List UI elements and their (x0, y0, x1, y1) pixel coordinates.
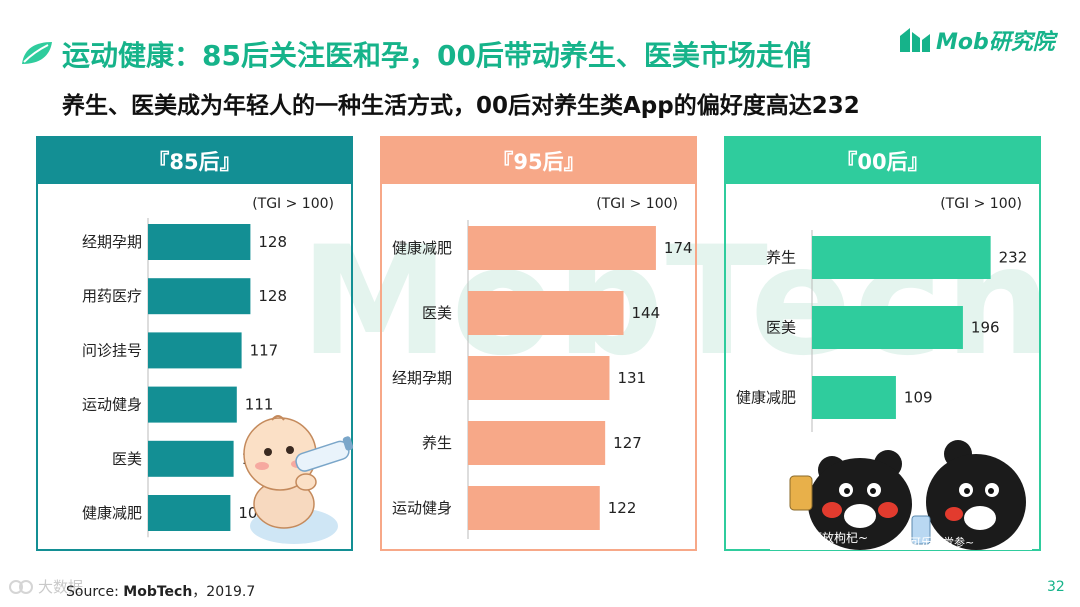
value-label: 128 (258, 233, 287, 251)
category-label: 用药医疗 (82, 287, 142, 305)
baby-sticker-image (243, 415, 354, 544)
bar (148, 278, 251, 315)
bar (148, 386, 237, 423)
bear-caption-1: 啤酒放枸杞~ (798, 530, 868, 545)
category-label: 健康减肥 (82, 504, 142, 522)
bar (148, 440, 234, 477)
value-label: 232 (999, 249, 1028, 267)
tgi-note: (TGI > 100) (252, 196, 334, 212)
category-label: 医美 (422, 304, 452, 322)
value-label: 111 (245, 396, 274, 414)
panel-95-title: 『95后』 (382, 138, 695, 184)
category-label: 运动健身 (82, 396, 142, 414)
bar (148, 224, 251, 260)
logo-text: Mob研究院 (936, 30, 1055, 55)
panel-00-title: 『00后』 (726, 138, 1039, 184)
category-label: 医美 (112, 450, 142, 468)
panel-00: 『00后』 (TGI > 100) 养生 232 医美 196 健康减肥 109 (724, 136, 1041, 551)
value-label: 109 (904, 389, 933, 407)
bar (468, 226, 656, 270)
page-title: 运动健康：85后关注医和孕，00后带动养生、医美市场走俏 (62, 39, 812, 72)
leaf-icon (22, 42, 52, 64)
panel-95: 『95后』 (TGI > 100) 健康减肥 174 医美 144 经期孕期 131 养生 12… (380, 136, 697, 551)
bar (148, 495, 231, 531)
bar (468, 421, 606, 465)
bears-image: 啤酒放枸杞~ 可乐加党参~ (770, 432, 1032, 550)
value-label: 196 (971, 319, 1000, 337)
category-label: 养生 (766, 249, 796, 267)
value-label: 122 (608, 499, 637, 517)
panel-85: 『85后』 (TGI > 100) 经期孕期 128 用药医疗 128 问诊挂号 117 运动… (36, 136, 353, 551)
category-label: 问诊挂号 (82, 341, 142, 359)
value-label: 144 (632, 304, 661, 322)
bar (468, 486, 600, 530)
page-number: 32 (1047, 579, 1065, 595)
tgi-note: (TGI > 100) (596, 196, 678, 212)
bar (812, 376, 896, 419)
bar (812, 236, 991, 279)
bar (812, 306, 963, 349)
value-label: 174 (664, 239, 693, 257)
mob-logo: Mob研究院 (898, 24, 1055, 56)
corner-watermark-icon (9, 579, 33, 594)
bar (148, 332, 242, 369)
corner-watermark-text: 大数据 (38, 578, 84, 596)
tgi-note: (TGI > 100) (940, 196, 1022, 212)
corner-watermark: 大数据 (8, 576, 83, 597)
source-label: Source: (66, 584, 124, 600)
category-label: 健康减肥 (392, 239, 452, 257)
category-label: 医美 (766, 319, 796, 337)
value-label: 131 (617, 369, 646, 387)
page-subtitle: 养生、医美成为年轻人的一种生活方式，00后对养生类App的偏好度高达232 (62, 93, 860, 119)
value-label: 128 (258, 287, 287, 305)
category-label: 养生 (422, 434, 452, 452)
chart-95: (TGI > 100) 健康减肥 174 医美 144 经期孕期 131 养生 127 运动健身 1… (392, 196, 693, 539)
source-date: ，2019.7 (192, 584, 256, 600)
bar (468, 291, 624, 335)
bear-caption-2: 可乐加党参~ (910, 535, 974, 549)
mob-logo-icon (900, 28, 930, 52)
category-label: 经期孕期 (82, 233, 142, 251)
value-label: 127 (613, 434, 642, 452)
value-label: 117 (250, 341, 279, 359)
panel-85-title: 『85后』 (38, 138, 351, 184)
chart-00: (TGI > 100) 养生 232 医美 196 健康减肥 109 (736, 196, 1028, 434)
bears-sticker: 啤酒放枸杞~ 可乐加党参~ (770, 432, 1032, 550)
chart-85: (TGI > 100) 经期孕期 128 用药医疗 128 问诊挂号 117 运动健身 111 医… (82, 196, 334, 538)
category-label: 经期孕期 (392, 369, 452, 387)
source-note: Source: MobTech，2019.7 (66, 581, 255, 601)
category-label: 健康减肥 (736, 389, 796, 407)
source-brand: MobTech (123, 584, 193, 600)
category-label: 运动健身 (392, 499, 452, 517)
bar (468, 356, 610, 400)
